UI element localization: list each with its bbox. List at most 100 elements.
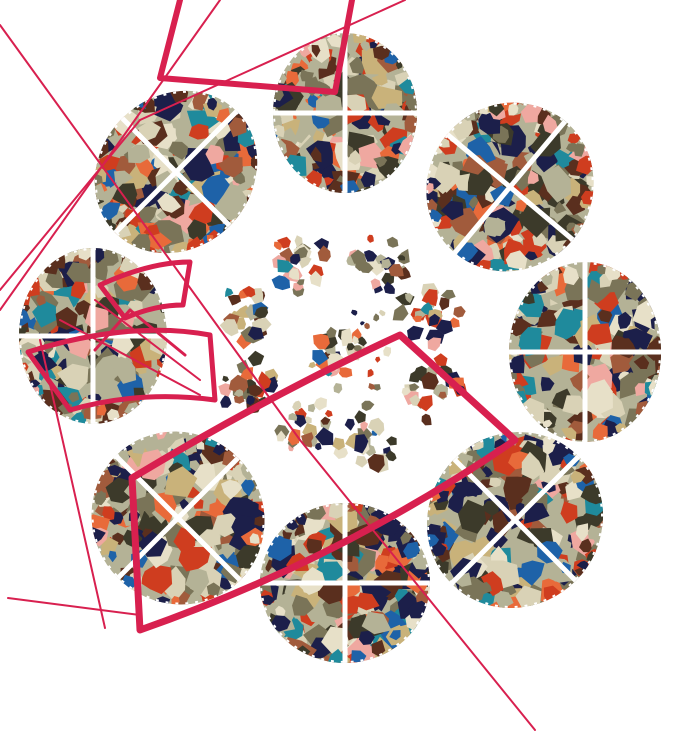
mosaic-rim-tile (575, 466, 596, 485)
center-fragments (308, 309, 391, 394)
mosaic-rim-tile (524, 251, 538, 261)
inner-tile (294, 414, 307, 428)
mosaic-tile (178, 546, 212, 572)
mosaic-tile (188, 123, 209, 140)
mosaic-rim-tile (212, 443, 226, 456)
mosaic-rim-tile (508, 102, 519, 116)
mosaic-tile (303, 516, 327, 536)
inner-tile (299, 255, 312, 269)
center-fragment (364, 322, 370, 330)
mosaic-tile (306, 538, 322, 555)
mosaic-tile (451, 173, 470, 191)
inner-tile (421, 289, 438, 307)
inner-tile (332, 437, 345, 451)
mosaic-rim-tile (579, 538, 592, 553)
mosaic-rim-tile (19, 323, 29, 342)
mosaic-rim-tile (254, 516, 266, 527)
mosaic-tile (189, 460, 201, 472)
mosaic-tile (212, 513, 241, 538)
mosaic-tile (432, 161, 464, 196)
mosaic-tile (437, 191, 453, 209)
mosaic-tile (371, 85, 403, 109)
inner-cluster-7 (218, 350, 279, 414)
mosaic-tile (110, 356, 137, 384)
center-fragment (375, 356, 381, 363)
inner-tile (385, 450, 397, 462)
mosaic-tile (143, 224, 160, 236)
red-thin-line (94, 299, 201, 381)
inner-tile (315, 443, 322, 451)
mosaic-tile (521, 451, 545, 480)
mosaic-rim-tile (260, 595, 276, 605)
mosaic-tile (375, 554, 389, 571)
mosaic-tile (588, 279, 613, 304)
mosaic-tile (527, 170, 539, 184)
inner-tile (227, 294, 242, 306)
inner-tile (421, 371, 439, 390)
mosaic-tile (327, 61, 339, 73)
inner-tile (247, 326, 264, 340)
mosaic-tile (102, 506, 115, 522)
mosaic-tile (57, 363, 89, 391)
mosaic-tile (164, 466, 198, 498)
mosaic-tile (480, 571, 504, 597)
mosaic-tile (458, 499, 487, 534)
mosaic-tile (201, 174, 230, 205)
mosaic-rim-tile (311, 44, 321, 58)
red-thin-line (299, 439, 536, 731)
mosaic-tile (157, 192, 182, 213)
mosaic-rim-tile (570, 470, 586, 484)
inner-tile (388, 264, 404, 277)
inner-tile (427, 337, 442, 352)
mosaic-tile (468, 196, 479, 209)
inner-tile (218, 383, 232, 397)
inner-tile (381, 258, 392, 269)
inner-tile (288, 412, 298, 421)
inner-tile (386, 436, 397, 446)
inner-tile (438, 391, 447, 399)
red-fan-detail (93, 308, 187, 357)
mosaic-rim-tile (389, 630, 401, 641)
inner-tile (248, 384, 264, 397)
mosaic-rim-tile (137, 272, 158, 291)
red-thin-line (139, 0, 406, 121)
inner-tile (225, 287, 234, 297)
center-fragment (373, 384, 381, 391)
mosaic-tile (321, 626, 349, 659)
mosaic-tile (597, 309, 613, 323)
mosaic-tile (584, 323, 613, 345)
mosaic-tile (218, 156, 243, 178)
red-thin-line (7, 597, 141, 616)
inner-tile (222, 375, 229, 382)
inner-cluster-1 (271, 235, 331, 297)
mosaic-tile (74, 300, 93, 316)
inner-tile (293, 400, 302, 410)
mosaic-tile (310, 146, 322, 163)
mosaic-tile (540, 165, 572, 203)
mosaic-tile (515, 198, 527, 212)
mosaic-tile (373, 156, 388, 168)
inner-tile (361, 400, 375, 411)
mosaic-rim-tile (249, 533, 260, 544)
mosaic-rim-tile (403, 541, 420, 560)
inner-tile (309, 270, 322, 288)
mosaic-tile (105, 477, 135, 504)
petal-edge (92, 88, 260, 256)
inner-tile (228, 374, 249, 394)
inner-tile (312, 350, 329, 366)
mosaic-tile (575, 523, 589, 542)
inner-tile (317, 245, 331, 262)
mosaic-tile (205, 144, 224, 165)
mosaic-rim-tile (561, 427, 577, 442)
petal-tiles (509, 262, 661, 442)
mosaic-tile (354, 592, 380, 611)
mosaic-rim-tile (95, 490, 106, 501)
inner-tile (367, 417, 385, 436)
mosaic-rim-tile (228, 117, 247, 138)
inner-tile (439, 297, 450, 311)
mosaic-tile (633, 355, 650, 369)
mosaic-rim-tile (107, 408, 120, 421)
inner-cluster-8 (219, 285, 272, 350)
inner-tile (333, 446, 348, 459)
inner-tile (220, 393, 232, 408)
